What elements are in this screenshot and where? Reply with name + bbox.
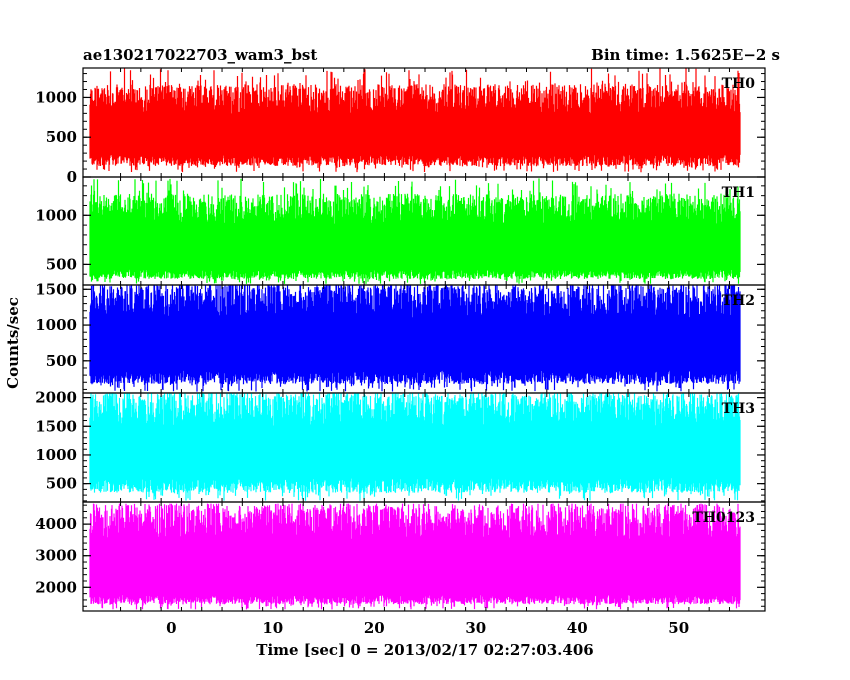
y-tick-label: 1000 xyxy=(35,316,77,334)
x-axis: 0 10 20 30 40 50 xyxy=(166,619,689,637)
panel-th1: 500 1000 TH1 xyxy=(35,176,766,286)
y-tick-label: 500 xyxy=(46,255,77,273)
y-tick-label: 500 xyxy=(46,475,77,493)
series-th3 xyxy=(89,393,741,501)
panel-th0: 0 500 1000 TH0 xyxy=(35,67,766,186)
y-tick-label: 3000 xyxy=(35,547,77,565)
panel-th0123: 2000 3000 4000 TH0123 xyxy=(35,501,766,612)
panel-th3: 500 1000 1500 2000 TH3 xyxy=(35,389,766,503)
series-th1 xyxy=(89,178,741,284)
y-tick-label: 2000 xyxy=(35,389,77,407)
y-tick-label: 500 xyxy=(46,352,77,370)
y-axis-title: Counts/sec xyxy=(4,297,22,389)
panel-label: TH2 xyxy=(722,293,755,309)
series-th2 xyxy=(89,285,741,392)
x-axis-title: Time [sec] 0 = 2013/02/17 02:27:03.406 xyxy=(256,641,593,659)
y-tick-label: 1000 xyxy=(35,446,77,464)
x-tick-label: 20 xyxy=(364,619,385,637)
panel-frame xyxy=(82,501,766,612)
panels-group: 0 500 1000 TH0 500 1000 TH1 500 1000 1500 TH2 500 10… xyxy=(35,67,766,612)
panel-label: TH0123 xyxy=(692,510,755,526)
y-tick-label: 1500 xyxy=(35,280,77,298)
y-tick-label: 2000 xyxy=(35,578,77,596)
y-tick-label: 4000 xyxy=(35,515,77,533)
x-tick-label: 0 xyxy=(166,619,176,637)
panel-label: TH0 xyxy=(722,76,756,92)
chart-subtitle: Bin time: 1.5625E−2 s xyxy=(591,46,780,64)
panel-label: TH3 xyxy=(722,401,755,417)
x-tick-label: 30 xyxy=(465,619,486,637)
panel-th2: 500 1000 1500 TH2 xyxy=(35,280,766,394)
x-tick-label: 40 xyxy=(567,619,588,637)
chart-title: ae130217022703_wam3_bst xyxy=(83,46,317,64)
series-th0123 xyxy=(89,503,741,610)
y-tick-label: 1000 xyxy=(35,88,77,106)
y-tick-label: 0 xyxy=(67,168,77,186)
y-tick-label: 1500 xyxy=(35,417,77,435)
x-tick-label: 50 xyxy=(668,619,689,637)
y-tick-label: 1000 xyxy=(35,206,77,224)
panel-label: TH1 xyxy=(722,185,755,201)
y-tick-label: 500 xyxy=(46,128,77,146)
x-tick-label: 10 xyxy=(262,619,283,637)
series-th0 xyxy=(89,68,741,173)
